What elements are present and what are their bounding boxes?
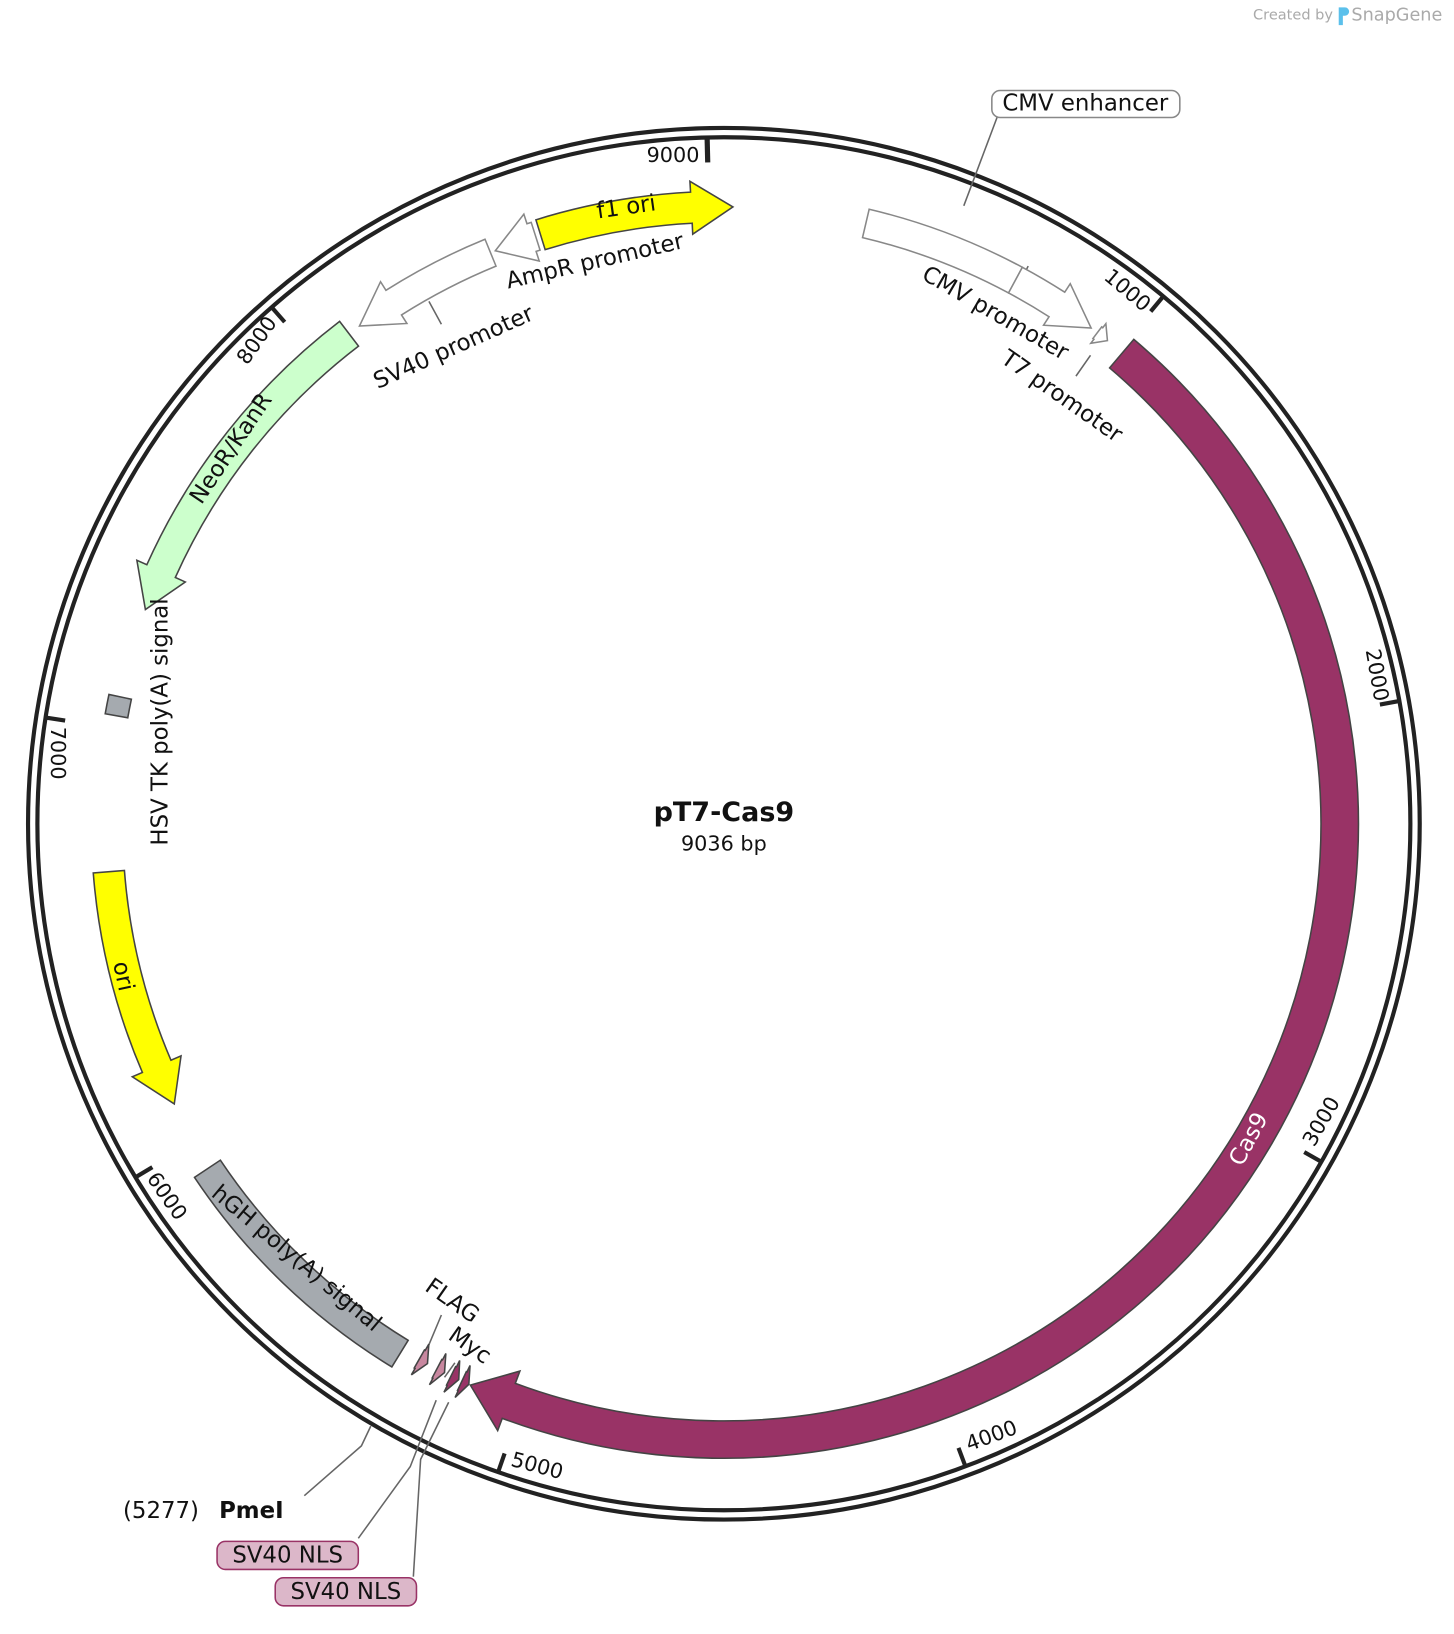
brand: SnapGene	[1351, 6, 1442, 26]
feature-arrow	[193, 1159, 410, 1368]
feature-arrow	[469, 338, 1360, 1460]
feature-arrow	[534, 179, 735, 251]
logo	[1338, 7, 1350, 26]
feature-arrow	[1088, 321, 1109, 345]
feature-label: FLAG	[420, 1273, 483, 1328]
feature-label: NeoR/KanR	[185, 388, 278, 508]
label-box	[991, 89, 1181, 119]
tick-label: 3000	[1298, 1092, 1345, 1150]
feature-arrow	[358, 238, 498, 327]
label-box	[216, 1540, 360, 1571]
feature-label: ori	[107, 959, 139, 993]
tick-mark	[270, 305, 287, 324]
tick-label: 7000	[46, 727, 70, 780]
tick-mark	[496, 1452, 507, 1473]
created-by: Created by	[1253, 8, 1333, 24]
ring-outer	[25, 125, 1422, 1522]
feature-arrow	[1007, 266, 1093, 329]
tick-mark	[134, 1165, 154, 1180]
feature-label: SV40 NLS	[290, 1579, 401, 1605]
tick-mark	[45, 715, 66, 723]
feature-label: hGH poly(A) signal	[206, 1180, 386, 1337]
feature-label: SV40 NLS	[232, 1542, 343, 1568]
ring-inner	[35, 135, 1413, 1513]
tick-mark	[1379, 698, 1400, 707]
feature-arrow	[135, 320, 360, 611]
feature-label: HSV TK poly(A) signal	[147, 598, 173, 845]
tick-label: 4000	[963, 1415, 1021, 1456]
tick-mark	[1303, 1150, 1323, 1164]
feature-arrow	[454, 1365, 471, 1399]
feature-arrow	[92, 869, 182, 1106]
label-box	[274, 1576, 418, 1607]
feature-arrow	[493, 212, 542, 263]
feature-label: CMV enhancer	[1002, 91, 1169, 117]
plasmid-name: pT7-Cas9	[654, 797, 795, 828]
feature-arrow	[410, 1343, 430, 1376]
site-position: (5277)	[123, 1498, 199, 1524]
tick-mark	[704, 137, 711, 163]
site-enzyme: PmeI	[219, 1498, 283, 1524]
feature-arrow	[443, 1360, 461, 1393]
feature-label: Myc	[444, 1322, 496, 1370]
tick-mark	[1149, 294, 1165, 313]
feature-arrow	[428, 1353, 447, 1386]
feature-arrow	[104, 693, 133, 719]
plasmid-length: 9036 bp	[681, 832, 767, 856]
tick-label: 9000	[647, 143, 700, 167]
tick-mark	[956, 1447, 968, 1468]
